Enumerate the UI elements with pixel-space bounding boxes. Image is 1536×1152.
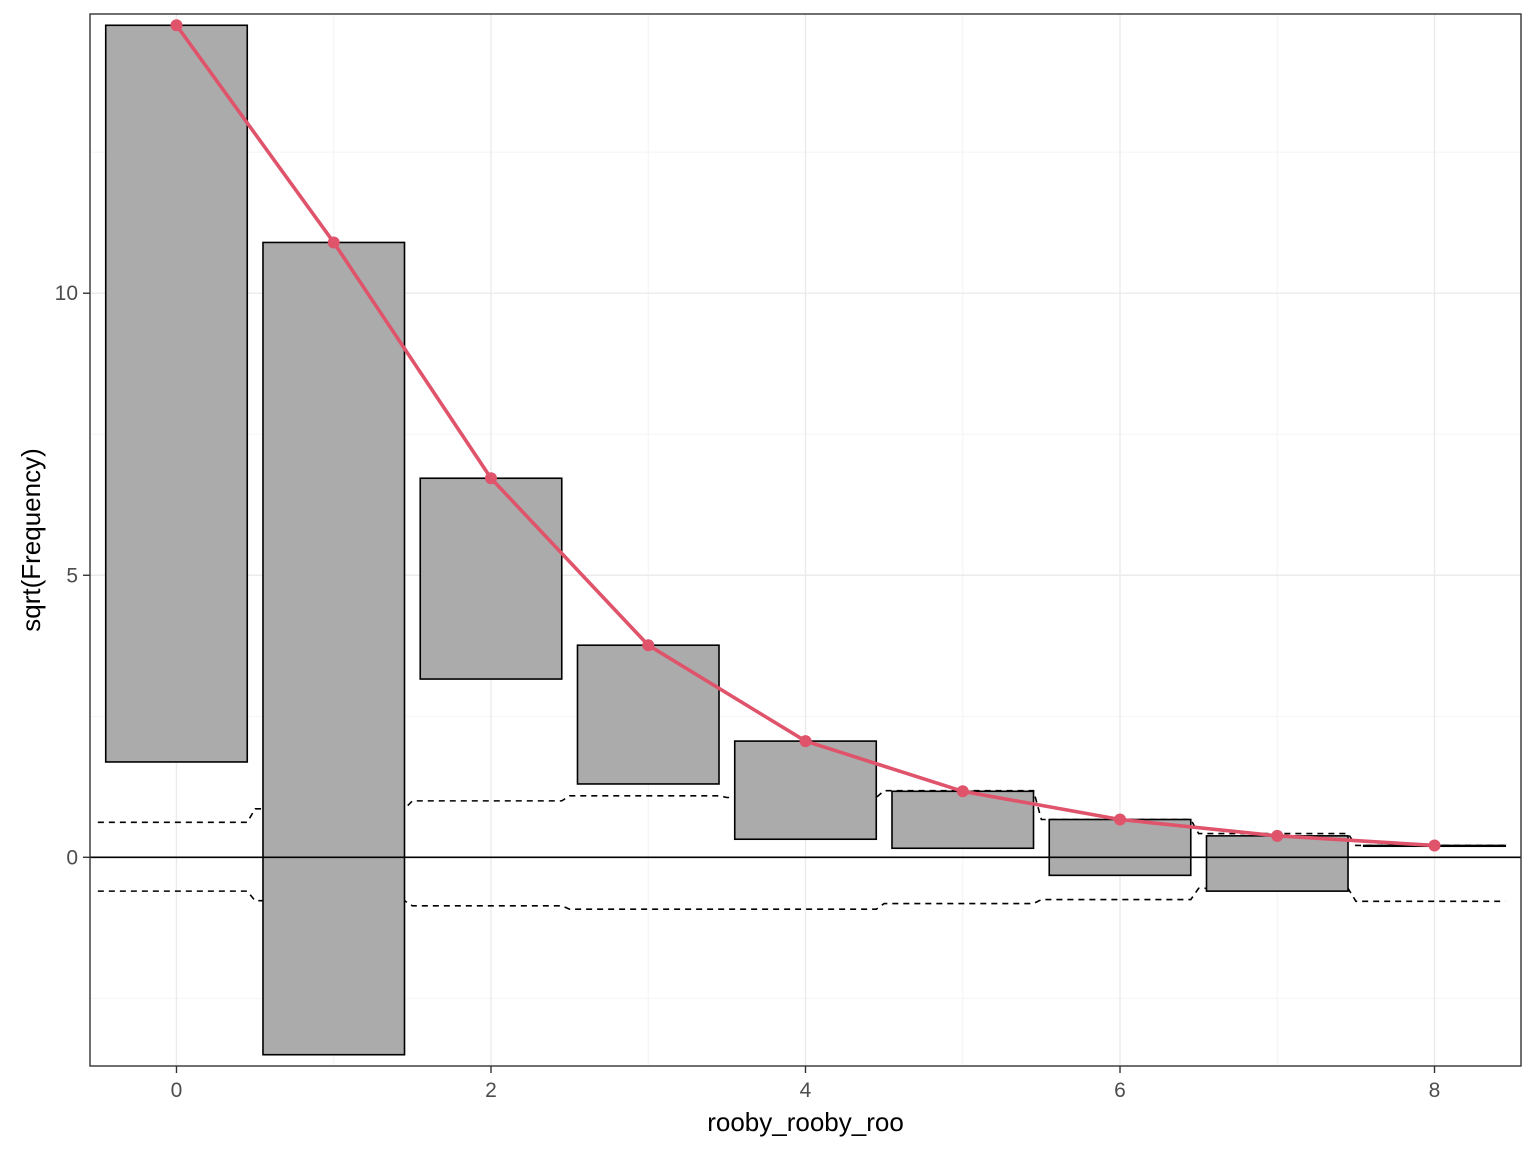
- bar-6: [1048, 818, 1192, 877]
- expected-point-1: [327, 236, 340, 249]
- y-axis-title: sqrt(Frequency): [16, 448, 46, 632]
- x-tick-label: 4: [800, 1079, 812, 1102]
- expected-point-8: [1428, 839, 1441, 852]
- bar-0: [104, 24, 249, 763]
- y-tick-label: 0: [66, 846, 78, 869]
- x-tick-label: 0: [171, 1079, 183, 1102]
- y-tick-label: 5: [66, 564, 78, 587]
- x-tick-label: 8: [1429, 1079, 1441, 1102]
- x-axis-title: rooby_rooby_roo: [707, 1107, 904, 1137]
- bar-3: [576, 644, 720, 785]
- y-tick-label: 10: [55, 282, 78, 305]
- bar-2: [419, 477, 563, 680]
- expected-point-6: [1114, 813, 1127, 826]
- expected-point-0: [170, 19, 183, 32]
- expected-point-7: [1271, 829, 1284, 842]
- expected-point-3: [642, 639, 655, 652]
- x-tick-label: 6: [1114, 1079, 1126, 1102]
- x-tick-label: 2: [485, 1079, 497, 1102]
- expected-point-5: [956, 785, 969, 798]
- expected-point-2: [484, 472, 497, 485]
- bar-1: [262, 241, 406, 1056]
- expected-frequency-curve: [170, 19, 1441, 852]
- bar-7: [1205, 835, 1349, 892]
- expected-point-4: [799, 735, 812, 748]
- bars: [104, 24, 1507, 1056]
- axis-ticks: 0 2 4 6 8 0 5 10: [55, 282, 1441, 1102]
